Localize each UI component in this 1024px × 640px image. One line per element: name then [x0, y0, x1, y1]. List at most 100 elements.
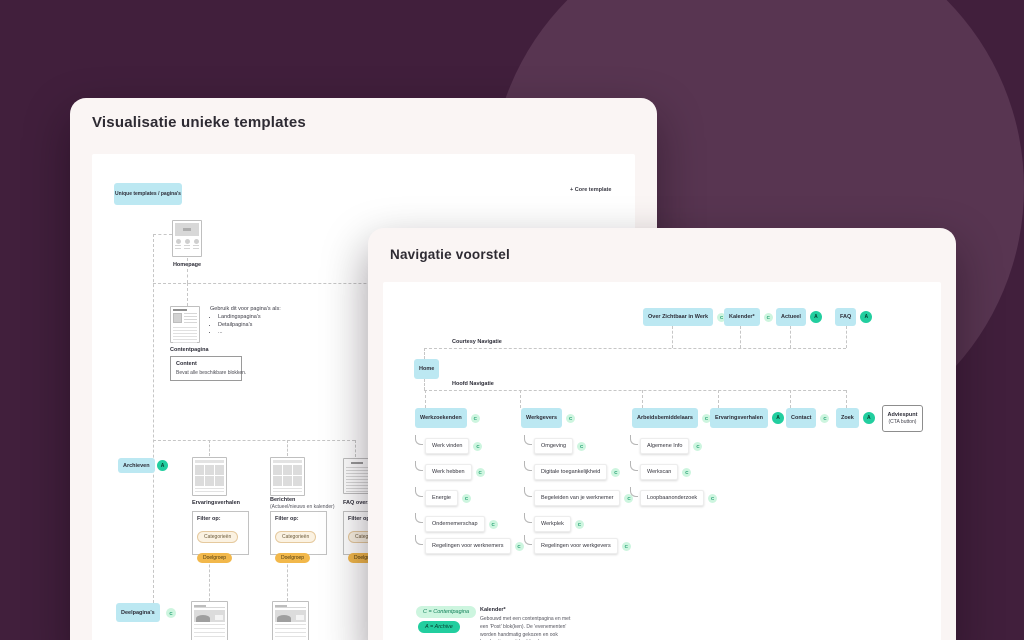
dotted-connector	[424, 348, 425, 359]
navigation-panel	[383, 282, 941, 640]
dotted-connector	[740, 326, 741, 348]
subnav-begeleiden-werknemer[interactable]: Begeleiden van je werknemer	[534, 490, 621, 506]
subnav-loopbaanonderzoek[interactable]: Loopbaanonderzoek	[640, 490, 705, 506]
hoofd-nav-label: Hoofd Navigatie	[452, 381, 494, 387]
usage-bullet: Detailpagina's	[218, 322, 281, 328]
nav-node-over-zichtbaar-in-werk[interactable]: Over Zichtbaar in Werk	[643, 308, 714, 326]
left-card-title: Visualisatie unieke templates	[92, 114, 306, 131]
cta-sublabel: (CTA button)	[888, 419, 917, 425]
subnav-regelingen-werknemers[interactable]: Regelingen voor werknemers	[425, 538, 511, 554]
elbow-connector	[415, 487, 423, 497]
contentpagina-badge: C	[682, 467, 692, 477]
elbow-connector	[524, 513, 532, 523]
contentpagina-label: Contentpagina	[170, 347, 209, 353]
content-box: Content Bevat alle beschikbare blokken.	[170, 356, 247, 381]
dotted-connector	[424, 348, 846, 349]
archive-badge: A	[772, 412, 784, 424]
contentpagina-badge: C	[566, 413, 576, 423]
nav-node-actueel[interactable]: Actueel	[776, 308, 806, 326]
content-box-title: Content	[176, 361, 197, 367]
dotted-connector	[187, 283, 188, 306]
filter-box-title: Filter op:	[197, 516, 221, 522]
archieven-node[interactable]: Archieven	[118, 458, 155, 473]
archive-badge: A	[157, 460, 168, 471]
archive-badge: A	[809, 311, 822, 323]
contentpagina-badge: C	[624, 493, 634, 503]
chip-doelgroep[interactable]: Doelgroep	[348, 553, 384, 563]
homepage-label: Homepage	[172, 262, 202, 268]
dotted-connector	[672, 326, 673, 348]
dotted-connector	[642, 390, 643, 408]
chip-categorieen[interactable]: Categorieën	[197, 531, 239, 543]
dotted-connector	[425, 390, 426, 408]
subnav-werkscan[interactable]: Werkscan	[640, 464, 679, 480]
homepage-thumbnail	[172, 220, 202, 257]
dotted-connector	[424, 379, 425, 390]
section-label: FAQ overzicht	[343, 500, 380, 506]
subnav-werk-hebben[interactable]: Werk hebben	[425, 464, 472, 480]
chip-categorieen[interactable]: Categorieën	[275, 531, 317, 543]
contentpagina-badge: C	[763, 312, 773, 322]
subnav-digitale-toegankelijkheid[interactable]: Digitale toegankelijkheid	[534, 464, 608, 480]
dotted-connector	[846, 326, 847, 348]
chip-doelgroep[interactable]: Doelgroep	[197, 553, 233, 563]
archive-badge: A	[862, 412, 875, 424]
nav-node-zoek[interactable]: Zoek	[836, 408, 859, 428]
dotted-connector	[424, 390, 846, 391]
nav-node-arbeidsbemiddelaars[interactable]: Arbeidsbemiddelaars	[632, 408, 698, 428]
nav-node-ervaringsverhalen[interactable]: Ervaringsverhalen	[710, 408, 768, 428]
content-box-body: Bevat alle beschikbare blokken.	[176, 370, 247, 376]
elbow-connector	[524, 461, 532, 471]
page-thumbnail	[191, 601, 228, 640]
unique-templates-tag[interactable]: Unique templates / pagina's	[114, 183, 182, 205]
contentpagina-badge: C	[473, 441, 483, 451]
subnav-energie[interactable]: Energie	[425, 490, 458, 506]
nav-node-faq[interactable]: FAQ	[835, 308, 857, 326]
dotted-connector	[209, 440, 210, 456]
subnav-algemene-info[interactable]: Algemene Info	[640, 438, 690, 454]
dotted-connector	[355, 440, 356, 457]
nav-node-kalender[interactable]: Kalender*	[724, 308, 760, 326]
subnav-werk-vinden[interactable]: Werk vinden	[425, 438, 470, 454]
dotted-connector	[287, 555, 288, 601]
section-thumbnail-berichten	[270, 457, 305, 496]
subnav-werkplek[interactable]: Werkplek	[534, 516, 571, 532]
filter-box: Filter op: Categorieën Doelgroep	[192, 511, 249, 563]
contentpagina-thumbnail	[170, 306, 200, 343]
filter-box-title: Filter op:	[348, 516, 372, 522]
elbow-connector	[630, 435, 638, 445]
subnav-regelingen-werkgevers[interactable]: Regelingen voor werkgevers	[534, 538, 618, 554]
chip-doelgroep[interactable]: Doelgroep	[275, 553, 311, 563]
subnav-ondernemerschap[interactable]: Ondernemerschap	[425, 516, 485, 532]
right-card: Navigatie voorstel Over Zichtbaar in Wer…	[368, 228, 956, 640]
nav-node-werkgevers[interactable]: Werkgevers	[521, 408, 563, 428]
contentpagina-badge: C	[717, 312, 727, 322]
nav-node-contact[interactable]: Contact	[786, 408, 817, 428]
filter-box-title: Filter op:	[275, 516, 299, 522]
contentpagina-badge: C	[621, 541, 631, 551]
nav-node-home[interactable]: Home	[414, 359, 440, 379]
subnav-omgeving[interactable]: Omgeving	[534, 438, 574, 454]
contentpagina-badge: C	[514, 541, 524, 551]
contentpagina-badge: C	[488, 519, 498, 529]
dotted-connector	[790, 390, 791, 408]
elbow-connector	[524, 435, 532, 445]
contentpagina-badge: C	[470, 413, 480, 423]
right-card-title: Navigatie voorstel	[390, 247, 510, 262]
section-thumbnail-ervaringsverhalen	[192, 457, 227, 496]
adviespunt-cta-button[interactable]: Adviespunt (CTA button)	[882, 405, 923, 432]
kalender-note-title: Kalender*	[480, 607, 506, 613]
dotted-connector	[153, 234, 154, 608]
deelpaginas-node[interactable]: Deelpagina's	[116, 603, 160, 622]
contentpagina-badge: C	[475, 467, 485, 477]
section-label: Ervaringsverhalen	[192, 500, 240, 506]
section-label: Berichten	[270, 497, 296, 503]
contentpagina-badge: C	[820, 413, 830, 423]
page-thumbnail	[272, 601, 309, 640]
dotted-connector	[718, 390, 719, 408]
usage-bullet: ...	[218, 329, 281, 335]
nav-node-werkzoekenden[interactable]: Werkzoekenden	[415, 408, 467, 428]
legend-archive-pill: A = Archive	[418, 621, 460, 633]
elbow-connector	[524, 535, 532, 545]
